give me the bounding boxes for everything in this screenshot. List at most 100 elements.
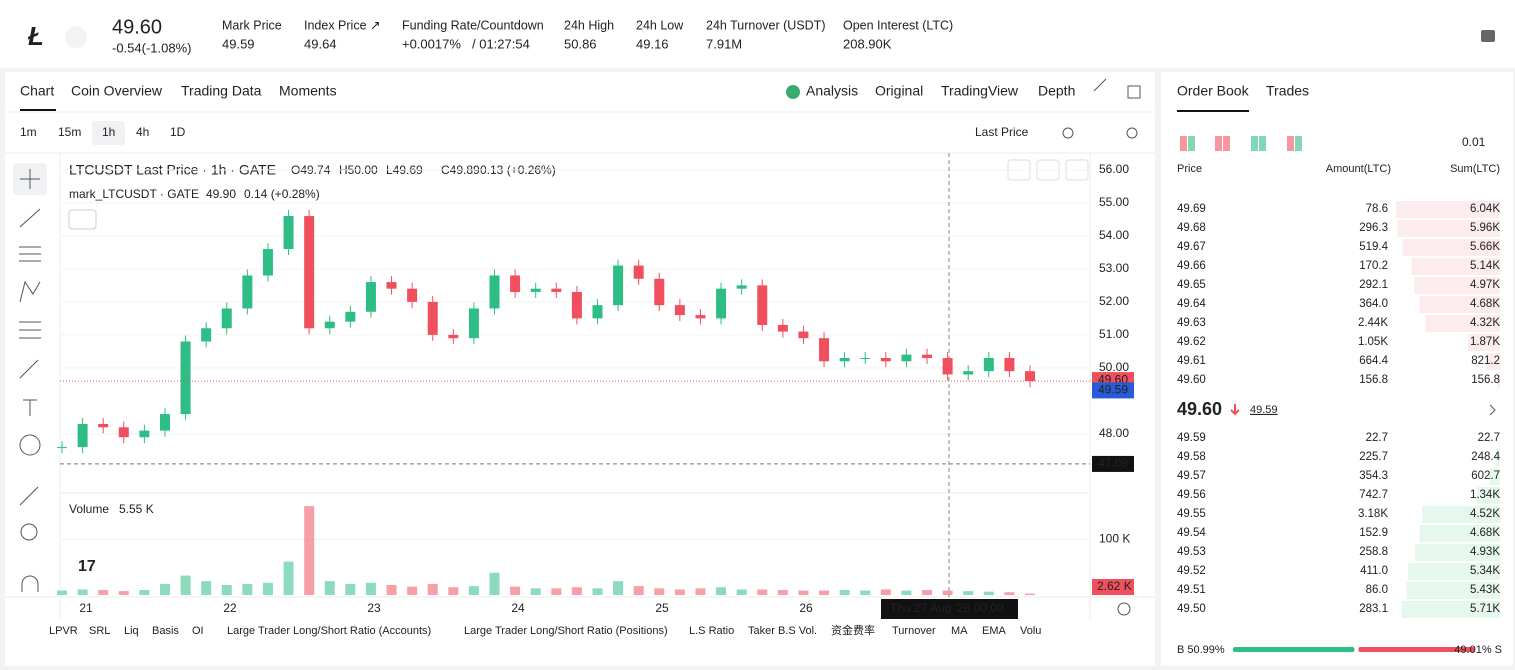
chart-view[interactable]: Original xyxy=(875,83,923,99)
candle-body xyxy=(1004,357,1015,372)
book-price[interactable]: 49.66 xyxy=(1177,260,1206,272)
layout-icon[interactable] xyxy=(1295,136,1302,151)
chart-tab[interactable]: Moments xyxy=(279,83,337,99)
indicator[interactable]: Volu xyxy=(1020,625,1041,637)
book-amount: 170.2 xyxy=(1359,260,1388,272)
menu-icon[interactable] xyxy=(1481,30,1495,42)
timeframe[interactable]: 1h xyxy=(102,125,115,139)
stat-label: Mark Price xyxy=(222,18,282,32)
indicator[interactable]: L.S Ratio xyxy=(689,625,734,637)
candle-body xyxy=(736,285,747,289)
book-price[interactable]: 49.53 xyxy=(1177,546,1206,558)
book-price[interactable]: 49.52 xyxy=(1177,565,1206,577)
indicator[interactable]: Large Trader Long/Short Ratio (Positions… xyxy=(464,625,668,637)
chart-tab[interactable]: Chart xyxy=(20,83,54,99)
book-price[interactable]: 49.56 xyxy=(1177,489,1206,501)
x-tick-label: 21 xyxy=(79,601,93,615)
chart-view[interactable]: Depth xyxy=(1038,83,1075,99)
volume-bar xyxy=(798,590,809,595)
indicator[interactable]: Turnover xyxy=(892,625,936,637)
active-tab-underline xyxy=(1177,110,1249,112)
layout-icon[interactable] xyxy=(1223,136,1230,151)
candle-body xyxy=(922,354,933,358)
book-price[interactable]: 49.69 xyxy=(1177,203,1206,215)
book-price[interactable]: 49.50 xyxy=(1177,603,1206,615)
indicator[interactable]: Basis xyxy=(152,625,179,637)
stat-value: 49.59 xyxy=(222,36,255,51)
y-tick-label: 48.00 xyxy=(1099,426,1129,440)
book-price[interactable]: 49.64 xyxy=(1177,298,1206,310)
book-price[interactable]: 49.58 xyxy=(1177,451,1206,463)
book-header: Sum(LTC) xyxy=(1450,163,1500,175)
volume-bar xyxy=(448,587,459,595)
chart-tab[interactable]: Coin Overview xyxy=(71,83,163,99)
book-amount: 22.7 xyxy=(1366,432,1388,444)
book-price[interactable]: 49.61 xyxy=(1177,355,1206,367)
volume-bar xyxy=(365,582,376,595)
candle-body xyxy=(221,308,232,329)
book-sum: 6.04K xyxy=(1470,203,1500,215)
book-price[interactable]: 49.59 xyxy=(1177,432,1206,444)
book-price[interactable]: 49.60 xyxy=(1177,374,1206,386)
timeframe[interactable]: 1D xyxy=(170,125,186,139)
layout-icon[interactable] xyxy=(1215,136,1222,151)
indicator[interactable]: LPVR xyxy=(49,625,78,637)
book-price[interactable]: 49.62 xyxy=(1177,336,1206,348)
volume-bar xyxy=(633,586,644,595)
book-price[interactable]: 49.57 xyxy=(1177,470,1206,482)
indicator[interactable]: SRL xyxy=(89,625,110,637)
volume-bar xyxy=(98,590,109,595)
price-source[interactable]: Last Price xyxy=(975,125,1029,139)
indicator[interactable]: Taker B.S Vol. xyxy=(748,625,817,637)
volume-bar xyxy=(180,575,191,595)
volume-bar xyxy=(613,581,624,595)
candle-body xyxy=(819,338,830,362)
timeframe[interactable]: 15m xyxy=(58,125,81,139)
book-price[interactable]: 49.68 xyxy=(1177,222,1206,234)
indicator[interactable]: EMA xyxy=(982,625,1007,637)
book-price[interactable]: 49.55 xyxy=(1177,508,1206,520)
layout-icon[interactable] xyxy=(1180,136,1187,151)
crosshair-time-tag xyxy=(881,599,1018,619)
sell-ratio: 49.01% S xyxy=(1454,644,1502,656)
indicator[interactable]: OI xyxy=(192,625,204,637)
book-price[interactable]: 49.67 xyxy=(1177,241,1206,253)
x-tick-label: 26 xyxy=(799,601,813,615)
depth-bar xyxy=(1408,563,1500,580)
precision[interactable]: 0.01 xyxy=(1462,135,1486,149)
book-price[interactable]: 49.65 xyxy=(1177,279,1206,291)
favorite[interactable] xyxy=(65,26,87,48)
book-price[interactable]: 49.54 xyxy=(1177,527,1206,539)
indicator[interactable]: MA xyxy=(951,625,968,637)
layout-icon[interactable] xyxy=(1287,136,1294,151)
candle-body xyxy=(983,357,994,372)
depth-bar xyxy=(1411,258,1500,275)
layout-icon[interactable] xyxy=(1251,136,1258,151)
collapse-button[interactable] xyxy=(68,209,97,230)
volume-bar xyxy=(983,591,994,595)
chart-tab[interactable]: Trading Data xyxy=(181,83,262,99)
chart-view[interactable]: TradingView xyxy=(941,83,1019,99)
price-tag xyxy=(1092,455,1134,472)
book-price[interactable]: 49.63 xyxy=(1177,317,1206,329)
analysis-icon xyxy=(786,85,800,99)
indicator[interactable]: 资金费率 xyxy=(831,623,875,637)
book-amount: 3.18K xyxy=(1358,508,1388,520)
volume-bar xyxy=(468,586,479,595)
book-tab[interactable]: Order Book xyxy=(1177,83,1250,99)
depth-bar xyxy=(1401,601,1500,618)
layout-icon[interactable] xyxy=(1188,136,1195,151)
indicator[interactable]: Liq xyxy=(124,625,139,637)
timeframe[interactable]: 4h xyxy=(136,125,149,139)
timeframe[interactable]: 1m xyxy=(20,125,37,139)
layout-icon[interactable] xyxy=(1259,136,1266,151)
chart-view[interactable]: Analysis xyxy=(806,83,858,99)
chevron[interactable] xyxy=(1489,404,1496,416)
book-tab[interactable]: Trades xyxy=(1266,83,1309,99)
indicator[interactable]: Large Trader Long/Short Ratio (Accounts) xyxy=(227,625,431,637)
candle-body xyxy=(674,305,685,316)
book-price[interactable]: 49.51 xyxy=(1177,584,1206,596)
crosshair-time: Thu 27 Aug '26 00:00 xyxy=(890,601,1004,615)
legend-mark-value: 49.90 xyxy=(206,187,236,201)
